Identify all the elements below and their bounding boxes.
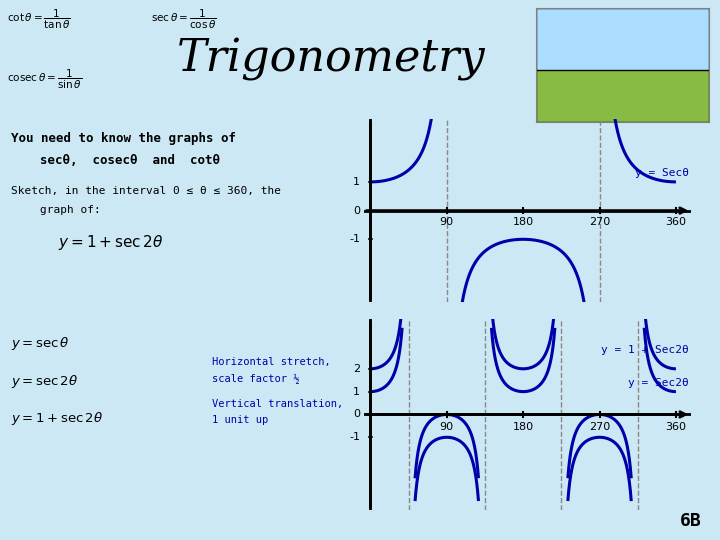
Text: y = Secθ: y = Secθ <box>634 167 688 178</box>
Text: 180: 180 <box>513 422 534 433</box>
Text: $y = 1 + \sec 2\theta$: $y = 1 + \sec 2\theta$ <box>58 233 163 252</box>
Text: -1: -1 <box>349 234 360 244</box>
Text: 90: 90 <box>440 422 454 433</box>
Text: y = Sec2θ: y = Sec2θ <box>628 378 688 388</box>
Text: scale factor ½: scale factor ½ <box>212 374 300 384</box>
Text: $\sec\theta = \dfrac{1}{\cos\theta}$: $\sec\theta = \dfrac{1}{\cos\theta}$ <box>151 8 217 31</box>
Text: 2: 2 <box>353 364 360 374</box>
Text: 1 unit up: 1 unit up <box>212 415 269 425</box>
Text: 0: 0 <box>354 409 360 420</box>
Text: 360: 360 <box>665 217 686 227</box>
Text: Sketch, in the interval 0 ≤ θ ≤ 360, the: Sketch, in the interval 0 ≤ θ ≤ 360, the <box>11 186 281 197</box>
Text: $y = \sec 2\theta$: $y = \sec 2\theta$ <box>11 373 78 389</box>
Text: $\cot\theta = \dfrac{1}{\tan\theta}$: $\cot\theta = \dfrac{1}{\tan\theta}$ <box>7 8 71 31</box>
Text: 90: 90 <box>440 217 454 227</box>
Text: secθ,  cosecθ  and  cotθ: secθ, cosecθ and cotθ <box>40 154 220 167</box>
Text: y = 1 + Sec2θ: y = 1 + Sec2θ <box>601 345 688 355</box>
Text: Vertical translation,: Vertical translation, <box>212 399 343 409</box>
Text: Trigonometry: Trigonometry <box>177 38 485 81</box>
Text: $y = 1 + \sec 2\theta$: $y = 1 + \sec 2\theta$ <box>11 410 103 427</box>
Text: 360: 360 <box>665 422 686 433</box>
Text: 1: 1 <box>354 177 360 187</box>
Text: 270: 270 <box>589 422 610 433</box>
FancyBboxPatch shape <box>536 8 709 76</box>
Text: $y = \sec\theta$: $y = \sec\theta$ <box>11 335 70 352</box>
Text: 0: 0 <box>354 206 360 215</box>
Text: 6B: 6B <box>680 512 702 530</box>
Text: graph of:: graph of: <box>40 205 100 215</box>
Text: $\operatorname{cosec}\theta = \dfrac{1}{\sin\theta}$: $\operatorname{cosec}\theta = \dfrac{1}{… <box>7 68 82 91</box>
Text: You need to know the graphs of: You need to know the graphs of <box>11 132 236 145</box>
FancyBboxPatch shape <box>536 71 709 122</box>
Text: 270: 270 <box>589 217 610 227</box>
Text: -1: -1 <box>349 433 360 442</box>
Text: Horizontal stretch,: Horizontal stretch, <box>212 357 331 368</box>
Text: 180: 180 <box>513 217 534 227</box>
Text: 1: 1 <box>354 387 360 396</box>
